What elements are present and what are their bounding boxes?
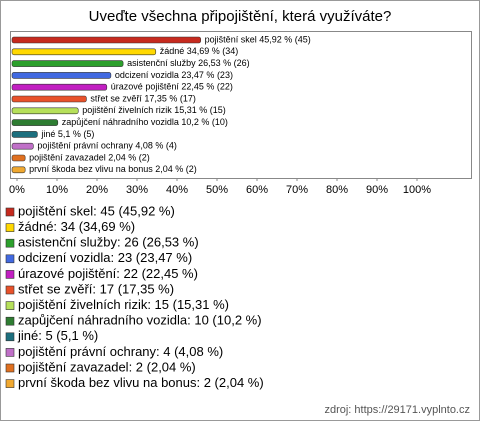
bar (11, 48, 157, 56)
bar-label: úrazové pojištění 22,45 % (22) (111, 82, 233, 92)
x-tick-label: 20% (86, 184, 108, 196)
bar-label: první škoda bez vlivu na bonus 2,04 % (2… (29, 164, 197, 174)
legend-swatch (5, 332, 15, 342)
bar-label: pojištění živelních rizik 15,31 % (15) (82, 105, 226, 115)
legend-label: jiné: 5 (5,1 %) (17, 328, 98, 343)
x-tick-label: 90% (366, 184, 388, 196)
bar (11, 36, 201, 44)
legend-label: pojištění zavazadel: 2 (2,04 %) (18, 359, 196, 374)
bar-label: jiné 5,1 % (5) (40, 129, 94, 139)
x-tick-label: 100% (403, 184, 431, 196)
chart-title: Uveďte všechna připojištění, která využí… (89, 8, 392, 25)
bar (11, 154, 26, 162)
bar-label: zapůjčení náhradního vozidla 10,2 % (10) (62, 117, 228, 127)
x-tick-label: 40% (166, 184, 188, 196)
bar (11, 131, 38, 138)
x-tick-label: 0% (9, 184, 25, 196)
bar-label: pojištění skel 45,92 % (45) (205, 34, 311, 44)
bar (11, 72, 112, 79)
bar (11, 142, 34, 150)
x-tick-label: 10% (46, 184, 68, 196)
bar (11, 166, 26, 174)
legend-swatch (5, 270, 15, 279)
bar-label: asistenční služby 26,53 % (26) (127, 58, 250, 68)
bar (11, 83, 108, 91)
legend-swatch (5, 301, 15, 310)
legend-label: pojištění živelních rizik: 15 (15,31 %) (18, 297, 229, 312)
bar (11, 107, 79, 115)
legend-label: pojištění skel: 45 (45,92 %) (18, 203, 175, 218)
legend-label: první škoda bez vlivu na bonus: 2 (2,04 … (18, 375, 264, 390)
legend-label: úrazové pojištění: 22 (22,45 %) (18, 266, 198, 281)
legend-swatch (5, 254, 15, 264)
legend-swatch (5, 207, 15, 217)
legend-label: žádné: 34 (34,69 %) (18, 219, 135, 234)
legend-label: odcizení vozidla: 23 (23,47 %) (18, 250, 192, 265)
bar-label: pojištění zavazadel 2,04 % (2) (29, 152, 150, 162)
x-tick-label: 60% (246, 184, 268, 196)
legend-swatch (5, 379, 15, 388)
x-tick-label: 70% (286, 184, 308, 196)
bar-label: odcizení vozidla 23,47 % (23) (115, 70, 233, 80)
legend-label: asistenční služby: 26 (26,53 %) (18, 235, 199, 250)
x-tick-label: 80% (326, 184, 348, 196)
legend-swatch (5, 238, 15, 248)
legend-label: pojištění právní ochrany: 4 (4,08 %) (18, 344, 223, 359)
legend-label: zapůjčení náhradního vozidla: 10 (10,2 %… (18, 313, 262, 328)
bar (11, 60, 124, 67)
x-tick-label: 50% (206, 184, 228, 196)
plot-area (10, 31, 472, 179)
legend-swatch (5, 348, 15, 357)
bar-label: pojištění právní ochrany 4,08 % (4) (37, 141, 177, 151)
bar-label: žádné 34,69 % (34) (160, 46, 239, 56)
legend-swatch (5, 316, 15, 326)
legend-swatch (5, 285, 15, 295)
legend-label: střet se zvěří: 17 (17,35 %) (18, 281, 174, 296)
legend-swatch (5, 363, 15, 373)
bar (11, 119, 59, 126)
x-tick-label: 30% (126, 184, 148, 196)
bar-label: střet se zvěří 17,35 % (17) (90, 93, 196, 103)
legend-swatch (5, 223, 15, 232)
bar (11, 95, 87, 103)
source: zdroj: https://29171.vyplnto.cz (324, 404, 470, 416)
